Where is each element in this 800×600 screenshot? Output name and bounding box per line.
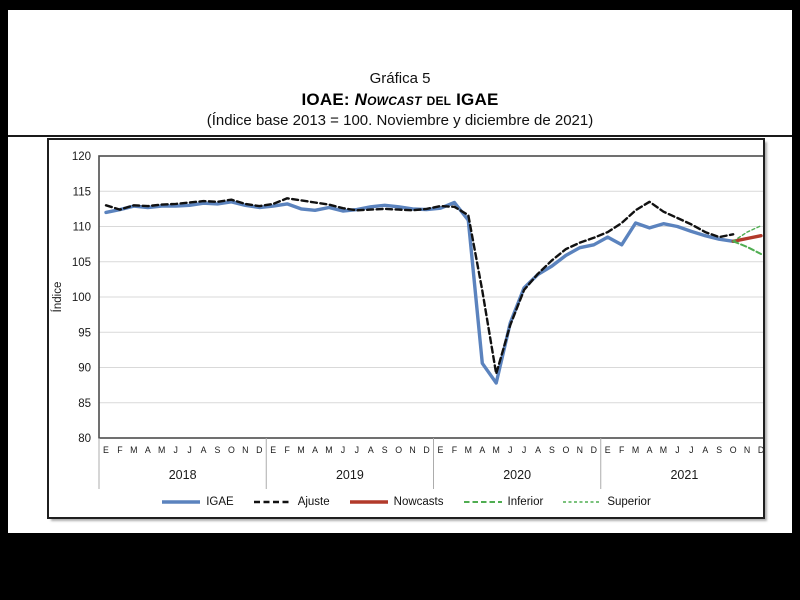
year-tick-label: 2018 [169,468,197,482]
y-axis-tick-label: 95 [78,327,91,339]
figure-number: Gráfica 5 [369,70,431,87]
title-prefix: IOAE: [301,90,355,109]
legend-item-igae: IGAE [161,496,234,508]
month-tick-label: A [479,445,485,455]
month-tick-label: S [215,445,221,455]
month-tick-label: D [758,445,763,455]
month-tick-label: A [368,445,374,455]
title-nowcast-word: Nowcast [354,90,422,109]
y-axis-tick-label: 100 [72,292,91,304]
month-tick-label: M [130,445,137,455]
month-tick-label: M [297,445,304,455]
month-tick-label: J [187,445,191,455]
month-tick-label: E [438,445,444,455]
month-tick-label: M [158,445,165,455]
year-tick-label: 2021 [670,468,698,482]
month-tick-label: A [647,445,653,455]
month-tick-label: J [355,445,359,455]
month-tick-label: E [103,445,109,455]
series-line-nowcasts [731,233,763,244]
year-tick-label: 2019 [336,468,364,482]
month-tick-label: O [395,445,402,455]
y-axis-tick-label: 105 [72,257,91,269]
legend-line-sample-igae [162,500,201,504]
chart-header: Gráfica 5 IOAE: Nowcast del IGAE (Índice… [8,70,792,137]
month-tick-label: J [675,445,679,455]
month-tick-label: M [465,445,472,455]
series-line-ajuste [104,197,735,376]
legend-item-ajuste: Ajuste [253,496,330,508]
month-tick-label: J [508,445,512,455]
year-tick-label: 2020 [503,468,531,482]
chart-title: IOAE: Nowcast del IGAE [8,90,792,110]
month-tick-label: N [409,445,415,455]
month-tick-label: A [535,445,541,455]
month-tick-label: N [242,445,248,455]
y-axis-tick-label: 90 [78,363,91,375]
title-suffix: IGAE [456,90,499,109]
month-tick-label: A [145,445,151,455]
month-tick-label: M [493,445,500,455]
series-line-inferior [732,240,762,255]
legend-label: Nowcasts [393,496,444,508]
month-tick-label: D [256,445,262,455]
month-tick-label: O [562,445,569,455]
month-tick-label: S [716,445,722,455]
legend-line-sample-superior [563,501,602,503]
month-tick-label: M [660,445,667,455]
month-tick-label: F [452,445,458,455]
legend-line-sample-ajuste [253,500,292,504]
title-del-word: del [421,90,457,109]
legend-item-inferior: Inferior [463,496,544,508]
month-tick-label: F [284,445,290,455]
month-tick-label: F [619,445,625,455]
month-tick-label: E [605,445,611,455]
series-line-superior [732,225,762,243]
month-tick-label: J [341,445,345,455]
y-axis-tick-label: 80 [78,433,91,445]
month-tick-label: O [730,445,737,455]
legend-line-sample-nowcasts [349,500,388,504]
legend-label: Inferior [507,496,544,508]
legend-label: Superior [607,496,651,508]
month-tick-label: J [522,445,526,455]
month-tick-label: S [549,445,555,455]
y-axis-tick-label: 85 [78,398,91,410]
y-axis-tick-label: 115 [73,186,91,198]
y-axis-title: Índice [51,282,64,313]
month-tick-label: A [702,445,708,455]
month-tick-label: E [270,445,276,455]
month-tick-label: J [689,445,693,455]
chart-subtitle: (Índice base 2013 = 100. Noviembre y dic… [206,112,594,129]
month-tick-label: D [591,445,597,455]
legend-label: Ajuste [297,496,330,508]
month-tick-label: N [577,445,583,455]
month-tick-label: F [117,445,123,455]
y-axis-tick-label: 120 [72,151,91,163]
chart-legend: IGAE Ajuste Nowcasts Inferior Superior [49,491,763,513]
legend-line-sample-inferior [463,501,502,503]
month-tick-label: A [312,445,318,455]
legend-item-nowcasts: Nowcasts [349,496,444,508]
month-tick-label: N [744,445,750,455]
month-tick-label: M [632,445,639,455]
month-tick-label: D [423,445,429,455]
series-line-igae [104,200,735,385]
chart-frame: 80 85 90 95 100 105 110 115 120 E F M A M J J A S O N D E F M A M… [47,138,765,519]
month-tick-label: J [173,445,177,455]
month-tick-label: M [325,445,332,455]
month-tick-label: O [228,445,235,455]
legend-item-superior: Superior [562,496,651,508]
document-page: Gráfica 5 IOAE: Nowcast del IGAE (Índice… [8,10,792,533]
month-tick-label: A [201,445,207,455]
y-axis-tick-label: 110 [73,222,91,234]
legend-label: IGAE [206,496,234,508]
month-tick-label: S [382,445,388,455]
